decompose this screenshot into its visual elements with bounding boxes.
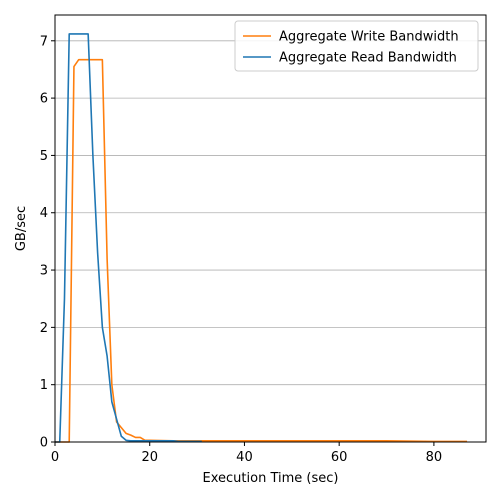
y-tick-label: 5: [40, 149, 48, 164]
legend-label-0: Aggregate Write Bandwidth: [279, 30, 459, 45]
y-tick-label: 0: [40, 436, 48, 451]
legend-box: [234, 20, 479, 72]
y-tick-label: 1: [40, 378, 48, 393]
x-tick-label: 40: [236, 450, 253, 465]
x-tick-label: 0: [51, 450, 59, 465]
x-tick-label: 80: [426, 450, 443, 465]
x-axis: 0 20 40 60 80: [51, 442, 442, 465]
series-line-0: [55, 58, 468, 443]
plot-area-frame: [54, 14, 487, 443]
x-tick-label: 60: [331, 450, 348, 465]
y-tick-label: 3: [40, 264, 48, 279]
legend-label-1: Aggregate Read Bandwidth: [279, 51, 457, 66]
y-tick-label: 2: [40, 321, 48, 336]
y-axis-label: GB/sec: [14, 206, 29, 251]
y-tick-label: 4: [40, 206, 48, 221]
y-tick-label: 6: [40, 92, 48, 107]
series-layer: [55, 33, 468, 443]
series-line-1: [55, 33, 202, 443]
x-tick-label: 20: [141, 450, 158, 465]
y-tick-label: 7: [40, 34, 48, 49]
legend: Aggregate Write Bandwidth Aggregate Read …: [234, 20, 479, 72]
y-axis: 0 1 2 3 4 5 6 7: [40, 34, 55, 451]
x-axis-label: Execution Time (sec): [203, 471, 339, 486]
grid: [55, 40, 486, 443]
